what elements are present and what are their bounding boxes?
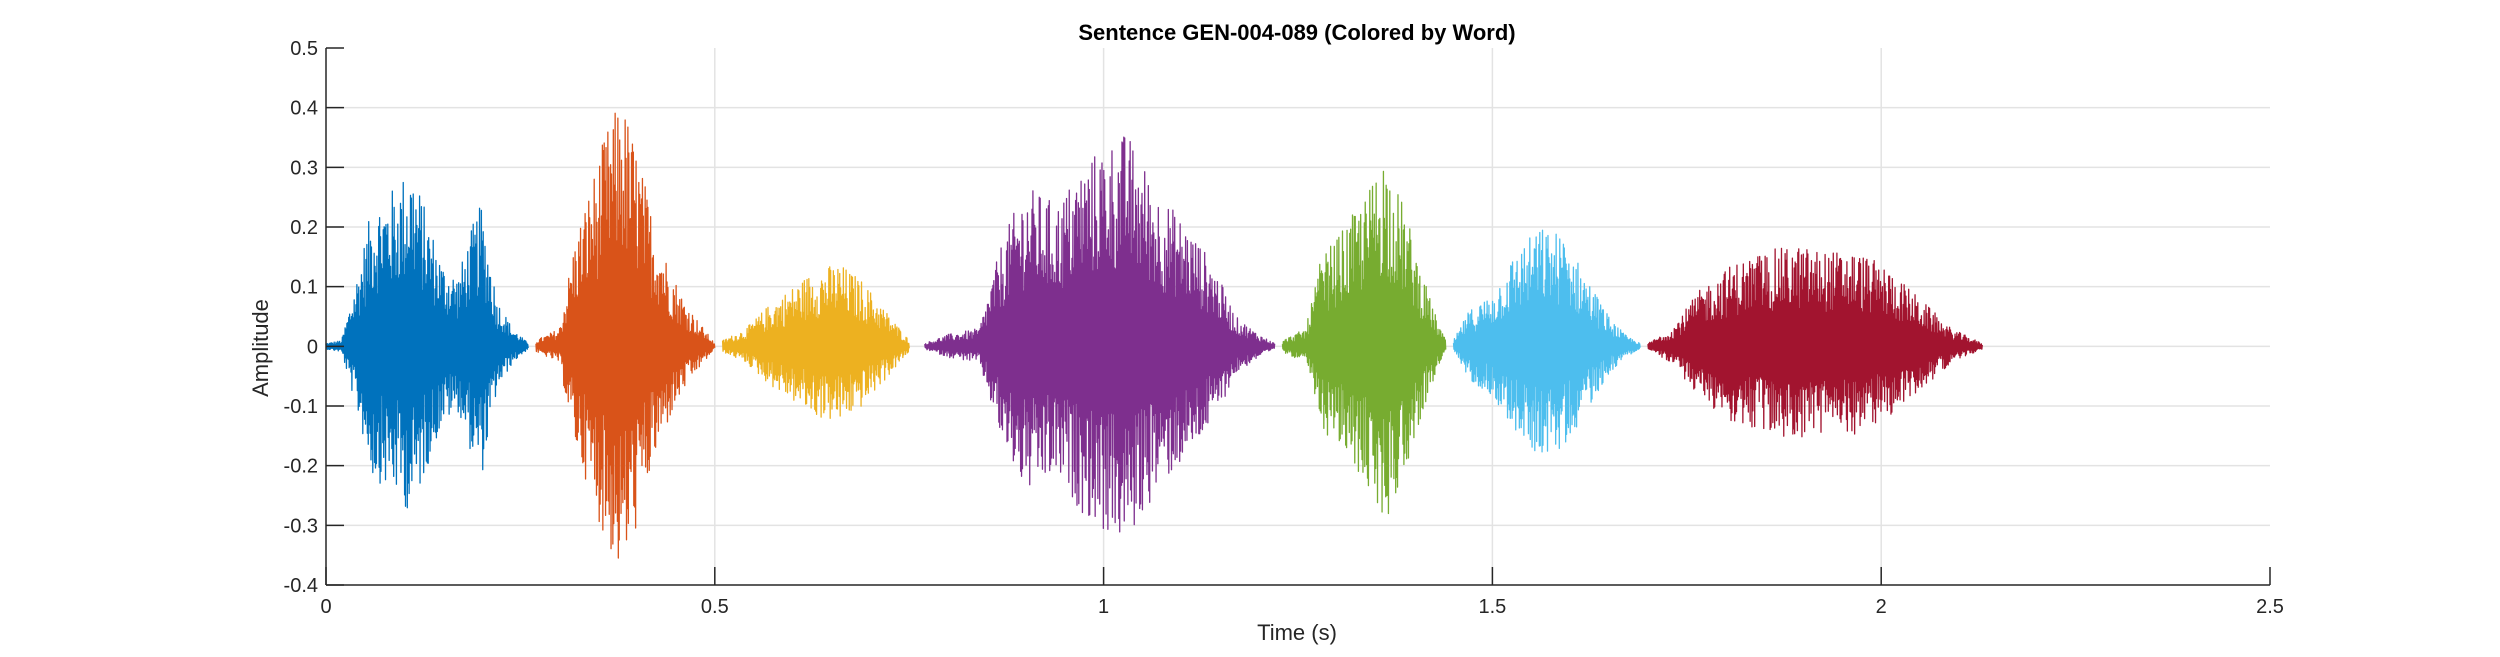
y-tick-label-2: -0.2 xyxy=(284,456,318,478)
waveform-series-group xyxy=(325,112,1983,559)
y-tick-label-6: 0.2 xyxy=(290,217,318,239)
y-tick-label-3: -0.1 xyxy=(284,396,318,418)
x-tick-label-2: 1 xyxy=(1098,596,1109,618)
y-tick-label-4: 0 xyxy=(307,336,318,358)
waveform-word-3 xyxy=(721,266,910,419)
x-tick-label-3: 1.5 xyxy=(1478,596,1506,618)
y-tick-label-5: 0.1 xyxy=(290,277,318,299)
y-axis-label: Amplitude xyxy=(248,299,273,397)
waveform-word-1 xyxy=(325,181,529,509)
waveform-word-6 xyxy=(1452,229,1641,453)
x-tick-label-1: 0.5 xyxy=(701,596,729,618)
chart-title: Sentence GEN-004-089 (Colored by Word) xyxy=(1078,20,1515,45)
x-axis-label: Time (s) xyxy=(1257,620,1337,645)
waveform-word-7 xyxy=(1647,247,1983,438)
waveform-word-5 xyxy=(1281,170,1447,515)
y-tick-label-8: 0.4 xyxy=(290,98,318,120)
y-tick-label-7: 0.3 xyxy=(290,157,318,179)
x-tick-label-5: 2.5 xyxy=(2256,596,2284,618)
y-tick-label-9: 0.5 xyxy=(290,38,318,60)
tick-labels: 0 0.5 1 1.5 2 2.5 -0.4 -0.3 -0.2 -0.1 0 0.1 0.2 0.3 0.… xyxy=(284,38,2284,618)
waveform-word-4 xyxy=(924,136,1276,533)
x-tick-label-4: 2 xyxy=(1876,596,1887,618)
y-tick-label-1: -0.3 xyxy=(284,515,318,537)
waveform-word-2 xyxy=(535,112,716,559)
x-tick-label-0: 0 xyxy=(320,596,331,618)
y-tick-label-0: -0.4 xyxy=(284,575,318,597)
axes xyxy=(325,47,2271,586)
